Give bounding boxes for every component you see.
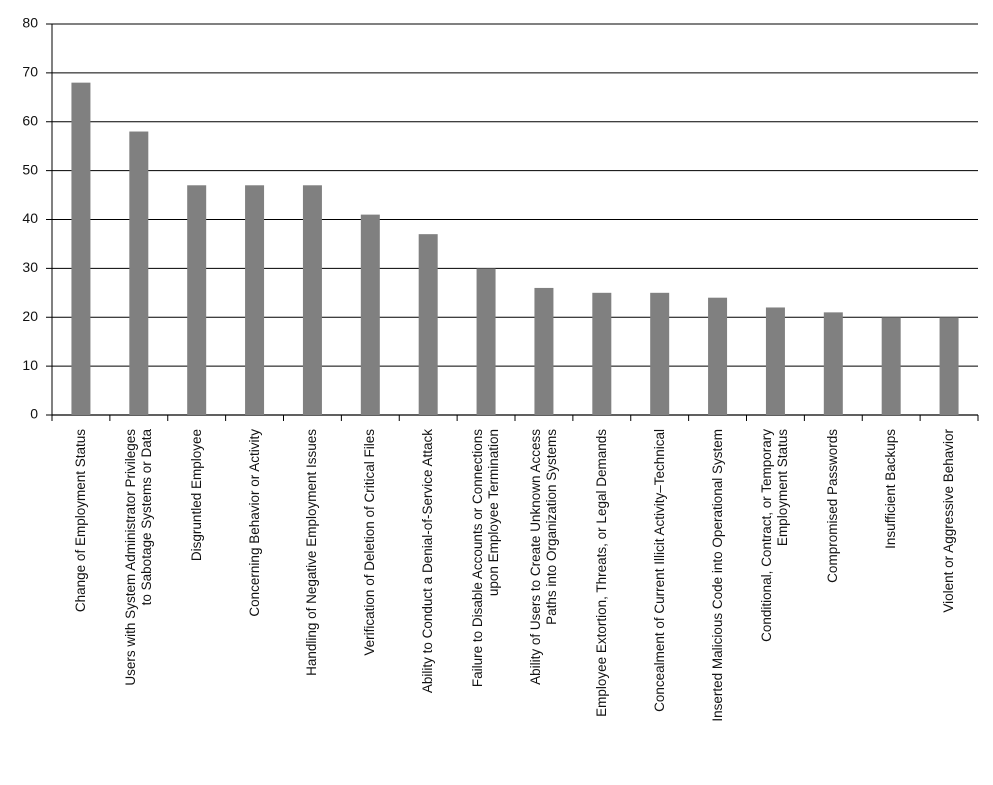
bar (592, 292, 612, 415)
bar (765, 307, 785, 415)
x-tick-label: Disgruntled Employee (188, 429, 204, 562)
bar (650, 292, 670, 415)
y-tick-label: 30 (22, 259, 38, 275)
bar (708, 297, 728, 415)
y-tick-label: 10 (22, 357, 38, 373)
x-tick-label: Inserted Malicious Code into Operational… (709, 429, 725, 722)
y-tick-label: 70 (22, 64, 38, 80)
x-tick-label: Concealment of Current Illicit Activity–… (651, 429, 667, 712)
bar (939, 317, 959, 415)
bar (360, 214, 380, 415)
y-tick-label: 60 (22, 112, 38, 128)
y-tick-label: 40 (22, 210, 38, 226)
bar (881, 317, 901, 415)
x-tick-label: Employee Extortion, Threats, or Legal De… (593, 429, 609, 717)
y-tick-label: 80 (22, 15, 38, 31)
x-tick-label: Ability to Conduct a Denial-of-Service A… (420, 429, 436, 694)
bar (245, 185, 265, 415)
y-tick-label: 20 (22, 308, 38, 324)
x-tick-label: Concerning Behavior or Activity (246, 429, 262, 617)
bar (823, 312, 843, 415)
x-tick-label: Failure to Disable Accounts or Connectio… (470, 429, 502, 688)
x-tick-label: Conditional, Contract, or Temporary Empl… (759, 429, 791, 642)
bar (418, 234, 438, 415)
x-tick-label: Users with System Administrator Privileg… (122, 429, 154, 686)
x-tick-label: Change of Employment Status (72, 429, 88, 613)
bar (71, 82, 91, 416)
x-tick-label: Violent or Aggressive Behavior (941, 429, 957, 613)
bar (187, 185, 207, 415)
x-tick-label: Compromised Passwords (825, 429, 841, 583)
bar (476, 268, 496, 415)
bar (534, 287, 554, 415)
x-tick-label: Insufficient Backups (883, 429, 899, 549)
bar (302, 185, 322, 415)
y-tick-label: 0 (30, 406, 38, 422)
x-tick-label: Ability of Users to Create Unknown Acces… (527, 429, 559, 685)
x-tick-label: Handling of Negative Employment Issues (304, 429, 320, 676)
y-tick-label: 50 (22, 161, 38, 177)
x-tick-label: Verification of Deletion of Critical Fil… (362, 429, 378, 656)
bar (129, 131, 149, 415)
